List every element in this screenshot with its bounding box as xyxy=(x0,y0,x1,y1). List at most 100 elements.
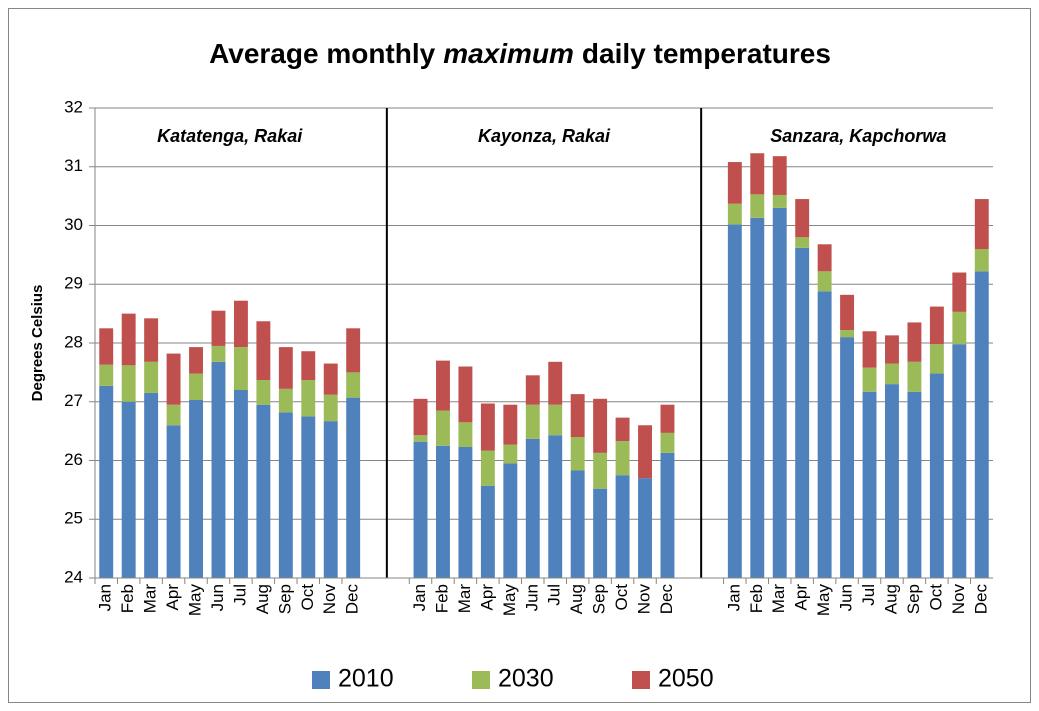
y-tick-label: 25 xyxy=(64,509,83,528)
bar-segment xyxy=(189,347,203,374)
legend-swatch xyxy=(632,671,650,689)
bar-segment xyxy=(570,394,585,437)
bar-segment xyxy=(413,441,428,578)
bar-segment xyxy=(121,365,136,402)
bar-segment xyxy=(323,363,338,395)
bar-segment xyxy=(323,394,338,422)
bar-segment xyxy=(346,372,361,398)
bar-segment xyxy=(166,404,181,426)
bar-segment xyxy=(301,416,316,578)
bar-segment xyxy=(278,347,293,389)
bar-segment xyxy=(233,300,248,348)
bar-segment xyxy=(121,313,136,366)
x-tick-label: Dec xyxy=(343,584,362,615)
x-tick-label: Oct xyxy=(298,584,317,611)
bar-segment xyxy=(301,351,316,381)
bar-segment xyxy=(480,450,495,486)
bar-segment xyxy=(346,328,361,373)
bar-segment xyxy=(346,397,361,578)
bar-segment xyxy=(166,353,181,405)
bar-segment xyxy=(256,380,271,405)
bar-segment xyxy=(278,388,293,413)
bar-segment xyxy=(772,207,787,578)
bar-segment xyxy=(503,444,518,464)
bar-segment xyxy=(436,360,450,411)
bar-segment xyxy=(862,391,877,578)
legend-label: 2050 xyxy=(658,665,714,693)
bar-segment xyxy=(750,194,765,218)
bar-segment xyxy=(593,452,608,489)
title-part: Average monthly xyxy=(209,38,436,69)
bar-segment xyxy=(480,403,495,451)
bar-segment xyxy=(548,404,563,436)
bar-segment xyxy=(885,384,899,578)
x-tick-label: May xyxy=(186,584,205,617)
x-tick-label: Mar xyxy=(141,584,160,614)
bar-segment xyxy=(615,417,630,442)
bar-segment xyxy=(615,441,630,476)
bar-segment xyxy=(929,344,944,374)
x-tick-label: Nov xyxy=(320,584,339,615)
bar-segment xyxy=(727,224,742,578)
y-tick-label: 24 xyxy=(64,567,83,586)
x-tick-label: Jun xyxy=(522,584,541,611)
x-tick-label: May xyxy=(500,584,519,617)
panel-label: Sanzara, Kapchorwa xyxy=(770,126,946,146)
y-axis-label: Degrees Celsius xyxy=(29,285,46,402)
title-part: maximum xyxy=(443,38,574,69)
bar-segment xyxy=(840,330,855,338)
bar-segment xyxy=(189,373,203,400)
bar-segment xyxy=(121,401,136,578)
bar-segment xyxy=(233,347,248,390)
bar-segment xyxy=(548,361,563,405)
bar-segment xyxy=(233,390,248,578)
bar-segment xyxy=(301,380,316,417)
bar-segment xyxy=(525,404,540,439)
bar-segment xyxy=(278,412,293,578)
x-tick-label: Feb xyxy=(118,584,137,613)
bar-segment xyxy=(413,435,428,442)
bar-segment xyxy=(211,345,226,362)
bar-segment xyxy=(929,373,944,578)
bar-segment xyxy=(817,244,832,272)
x-tick-label: Feb xyxy=(747,584,766,613)
bar-segment xyxy=(952,311,967,345)
y-tick-label: 31 xyxy=(64,156,83,175)
bar-segment xyxy=(144,318,159,362)
x-tick-label: Jul xyxy=(859,584,878,606)
bar-segment xyxy=(413,398,428,436)
x-tick-label: Apr xyxy=(163,584,182,611)
bar-segment xyxy=(211,361,226,578)
bar-segment xyxy=(323,421,338,578)
bar-segment xyxy=(144,361,159,393)
x-tick-label: Jul xyxy=(230,584,249,606)
bar-segment xyxy=(750,217,765,579)
x-tick-label: May xyxy=(814,584,833,617)
bar-segment xyxy=(974,271,989,578)
bar-segment xyxy=(570,437,585,471)
bar-segment xyxy=(885,363,899,385)
bar-segment xyxy=(211,310,226,346)
x-tick-label: Jun xyxy=(837,584,856,611)
x-tick-label: Sep xyxy=(590,584,609,614)
bar-segment xyxy=(929,306,944,345)
bar-segment xyxy=(862,367,877,392)
bar-segment xyxy=(458,366,473,423)
panel-label: Katatenga, Rakai xyxy=(157,126,303,146)
bar-segment xyxy=(189,399,203,578)
legend-label: 2030 xyxy=(498,665,554,693)
x-tick-label: Jun xyxy=(208,584,227,611)
x-tick-label: Aug xyxy=(881,584,900,614)
bar-segment xyxy=(256,321,271,381)
title-part: daily temperatures xyxy=(582,38,831,69)
x-tick-label: Mar xyxy=(769,584,788,614)
bar-segment xyxy=(615,475,630,578)
bar-segment xyxy=(907,361,922,392)
bar-segment xyxy=(952,272,967,312)
chart-title: Average monthly maximum daily temperatures xyxy=(209,38,831,69)
bar-segment xyxy=(503,463,518,578)
bar-segment xyxy=(795,247,810,578)
bar-segment xyxy=(638,425,652,479)
x-tick-label: Aug xyxy=(253,584,272,614)
bar-segment xyxy=(593,488,608,578)
